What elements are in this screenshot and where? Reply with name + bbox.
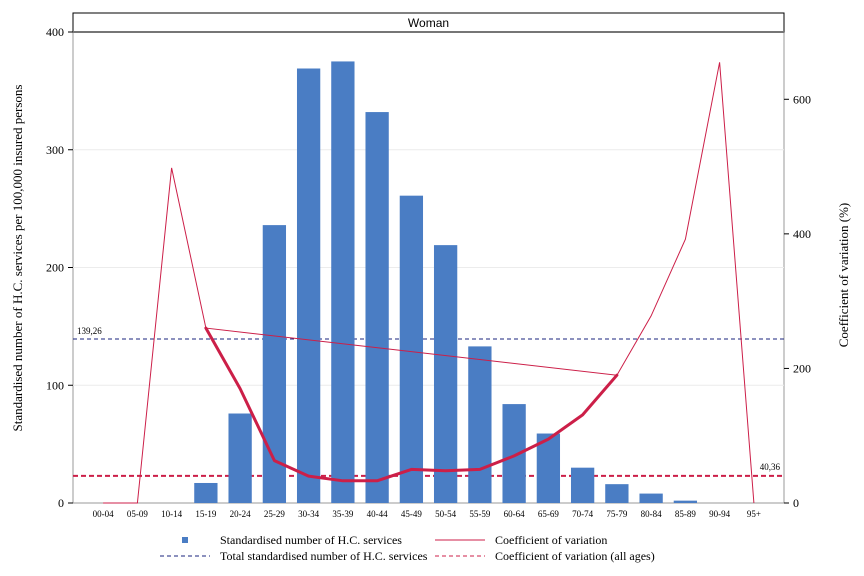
legend-label: Total standardised number of H.C. servic…	[220, 549, 428, 563]
bar-series	[194, 61, 698, 504]
legend-item: Total standardised number of H.C. servic…	[160, 549, 428, 563]
y2-tick-label: 400	[793, 227, 811, 241]
x-tick-label: 65-69	[538, 509, 559, 519]
bar-15-19	[194, 482, 218, 503]
bar-65-69	[536, 433, 561, 503]
legend-item: Standardised number of H.C. services	[182, 533, 402, 547]
bar-30-34	[296, 68, 321, 503]
panel-title: Woman	[408, 16, 449, 30]
reference-lines: 139,26 40,36	[73, 326, 784, 477]
bar-25-29	[262, 225, 287, 504]
bar-55-59	[468, 346, 492, 503]
cv-all-ages-label: 40,36	[760, 462, 781, 472]
bar-75-79	[605, 484, 629, 503]
x-axis: 00-04 05-09 10-14 15-19 20-24 25-29 30-34 35-39…	[93, 509, 761, 519]
legend-item: Coefficient of variation (all ages)	[435, 549, 655, 563]
bar-45-49	[399, 195, 424, 504]
y-tick-label: 200	[46, 261, 64, 275]
bar-50-54	[433, 245, 458, 503]
x-tick-label: 40-44	[367, 509, 388, 519]
x-tick-label: 60-64	[504, 509, 525, 519]
legend-swatch	[182, 537, 188, 543]
y2-axis-label: Coefficient of variation (%)	[836, 203, 851, 348]
legend: Standardised number of H.C. services Coef…	[160, 533, 655, 563]
bar-60-64	[502, 404, 526, 503]
legend-label: Coefficient of variation	[495, 533, 607, 547]
y-tick-label: 400	[46, 25, 64, 39]
x-tick-label: 70-74	[572, 509, 593, 519]
y-tick-label: 300	[46, 143, 64, 157]
x-tick-label: 55-59	[469, 509, 490, 519]
y2-tick-label: 0	[793, 496, 799, 510]
bar-20-24	[228, 413, 252, 503]
plot-frame	[72, 12, 785, 504]
y-tick-label: 100	[46, 378, 64, 392]
legend-label: Coefficient of variation (all ages)	[495, 549, 655, 563]
x-tick-label: 15-19	[195, 509, 216, 519]
y2-tick-label: 600	[793, 92, 811, 106]
x-tick-label: 00-04	[93, 509, 114, 519]
y-axis-left: 0 100 200 300 400	[46, 25, 73, 510]
bar-35-39	[331, 61, 355, 503]
total-reference-label: 139,26	[77, 326, 102, 336]
x-tick-label: 35-39	[332, 509, 353, 519]
cv-line-thick	[204, 326, 619, 483]
y-axis-label: Standardised number of H.C. services per…	[10, 85, 25, 432]
x-tick-label: 25-29	[264, 509, 285, 519]
x-tick-label: 75-79	[606, 509, 627, 519]
x-tick-label: 85-89	[675, 509, 696, 519]
bar-85-89	[673, 500, 698, 503]
x-tick-label: 50-54	[435, 509, 456, 519]
bar-80-84	[639, 493, 663, 503]
legend-item: Coefficient of variation	[435, 533, 607, 547]
x-tick-label: 80-84	[641, 509, 662, 519]
gridlines	[73, 31, 784, 386]
y-axis-right: 0 200 400 600	[784, 92, 811, 510]
x-tick-label: 20-24	[230, 509, 251, 519]
bar-40-44	[365, 112, 389, 503]
x-tick-label: 90-94	[709, 509, 730, 519]
x-tick-label: 30-34	[298, 509, 319, 519]
cv-lines	[103, 62, 755, 504]
legend-label: Standardised number of H.C. services	[220, 533, 402, 547]
x-tick-label: 95+	[747, 509, 761, 519]
y2-tick-label: 200	[793, 361, 811, 375]
x-tick-label: 10-14	[161, 509, 182, 519]
y-tick-label: 0	[58, 496, 64, 510]
bar-70-74	[570, 467, 595, 503]
x-tick-label: 45-49	[401, 509, 422, 519]
x-tick-label: 05-09	[127, 509, 148, 519]
